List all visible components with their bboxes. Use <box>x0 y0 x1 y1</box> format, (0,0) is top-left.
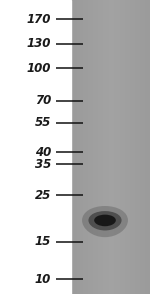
Text: 40: 40 <box>35 146 51 158</box>
Text: 70: 70 <box>35 94 51 107</box>
Text: 15: 15 <box>35 235 51 248</box>
Text: 55: 55 <box>35 116 51 129</box>
Text: 10: 10 <box>35 273 51 285</box>
Bar <box>0 0 70 294</box>
Text: 25: 25 <box>35 189 51 202</box>
Text: 100: 100 <box>27 61 51 74</box>
Text: 170: 170 <box>27 13 51 26</box>
Text: 35: 35 <box>35 158 51 171</box>
Ellipse shape <box>94 215 116 226</box>
Text: 130: 130 <box>27 37 51 51</box>
Ellipse shape <box>88 211 122 230</box>
Ellipse shape <box>82 206 128 237</box>
